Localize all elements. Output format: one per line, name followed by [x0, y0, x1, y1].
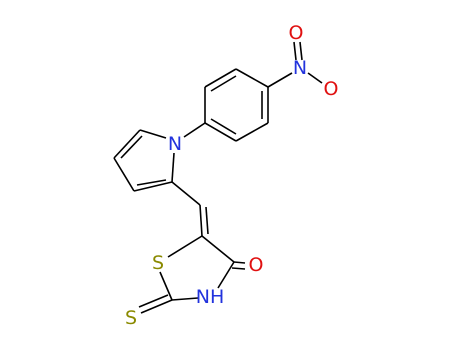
atom-label: O — [249, 254, 264, 276]
atom-label: N — [293, 57, 307, 79]
bonds — [113, 41, 323, 314]
atom-label: O — [324, 78, 339, 100]
atom-label: S — [152, 252, 164, 274]
atom-label: NH — [196, 286, 225, 308]
atom-label: N — [168, 133, 182, 155]
atom-label: O — [289, 22, 304, 44]
atom-label: S — [125, 307, 137, 329]
atom-labels: O N O N S O NH S — [125, 22, 339, 329]
